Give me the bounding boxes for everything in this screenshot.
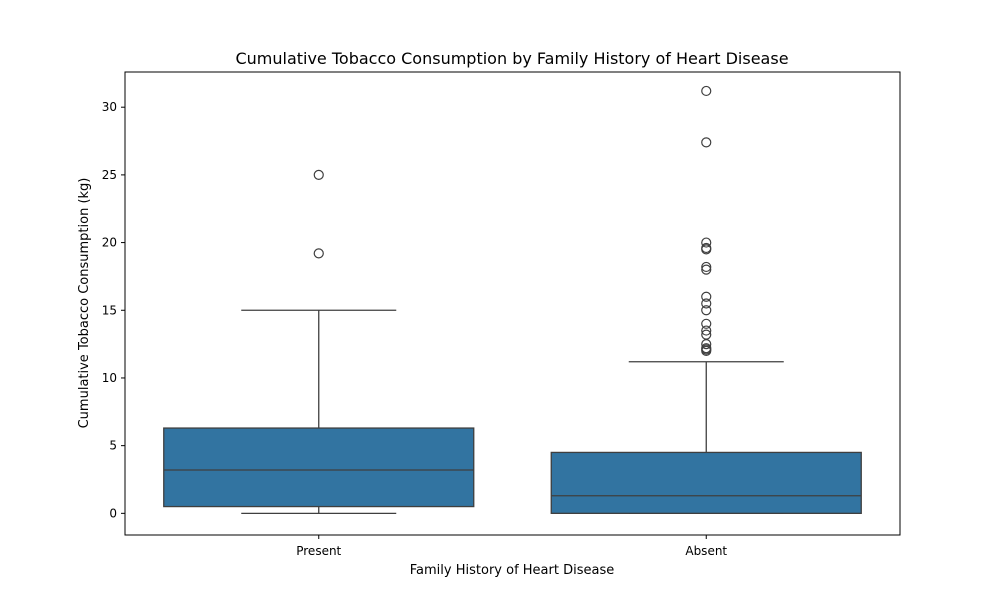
outlier-point — [313, 248, 324, 259]
outlier-point — [313, 169, 324, 180]
y-axis-label: Cumulative Tobacco Consumption (kg) — [77, 178, 92, 429]
outlier-point — [701, 345, 712, 356]
outlier-point — [701, 244, 712, 255]
x-axis-label: Family History of Heart Disease — [410, 563, 614, 578]
y-tick-label: 25 — [102, 168, 117, 182]
plot-area-frame — [124, 71, 901, 536]
y-tick-label: 20 — [102, 236, 117, 250]
x-tick-label: Absent — [685, 544, 727, 558]
outlier-point — [701, 305, 712, 316]
y-tick-label: 15 — [102, 303, 117, 317]
outlier-point — [701, 291, 712, 302]
outlier-point — [701, 137, 712, 148]
outlier-point — [701, 264, 712, 275]
outlier-point — [701, 325, 712, 336]
iqr-box — [550, 451, 862, 514]
outlier-point — [701, 318, 712, 329]
outlier-point — [701, 298, 712, 309]
outlier-point — [701, 339, 712, 350]
outlier-point — [701, 85, 712, 97]
chart-title: Cumulative Tobacco Consumption by Family… — [235, 49, 788, 68]
y-tick-label: 5 — [109, 439, 117, 453]
outlier-point — [701, 237, 712, 248]
y-tick-label: 10 — [102, 371, 117, 385]
y-tick-label: 0 — [109, 506, 117, 520]
iqr-box — [163, 427, 475, 508]
y-tick-label: 30 — [102, 100, 117, 114]
outlier-point — [701, 261, 712, 273]
x-tick-label: Present — [296, 544, 341, 558]
